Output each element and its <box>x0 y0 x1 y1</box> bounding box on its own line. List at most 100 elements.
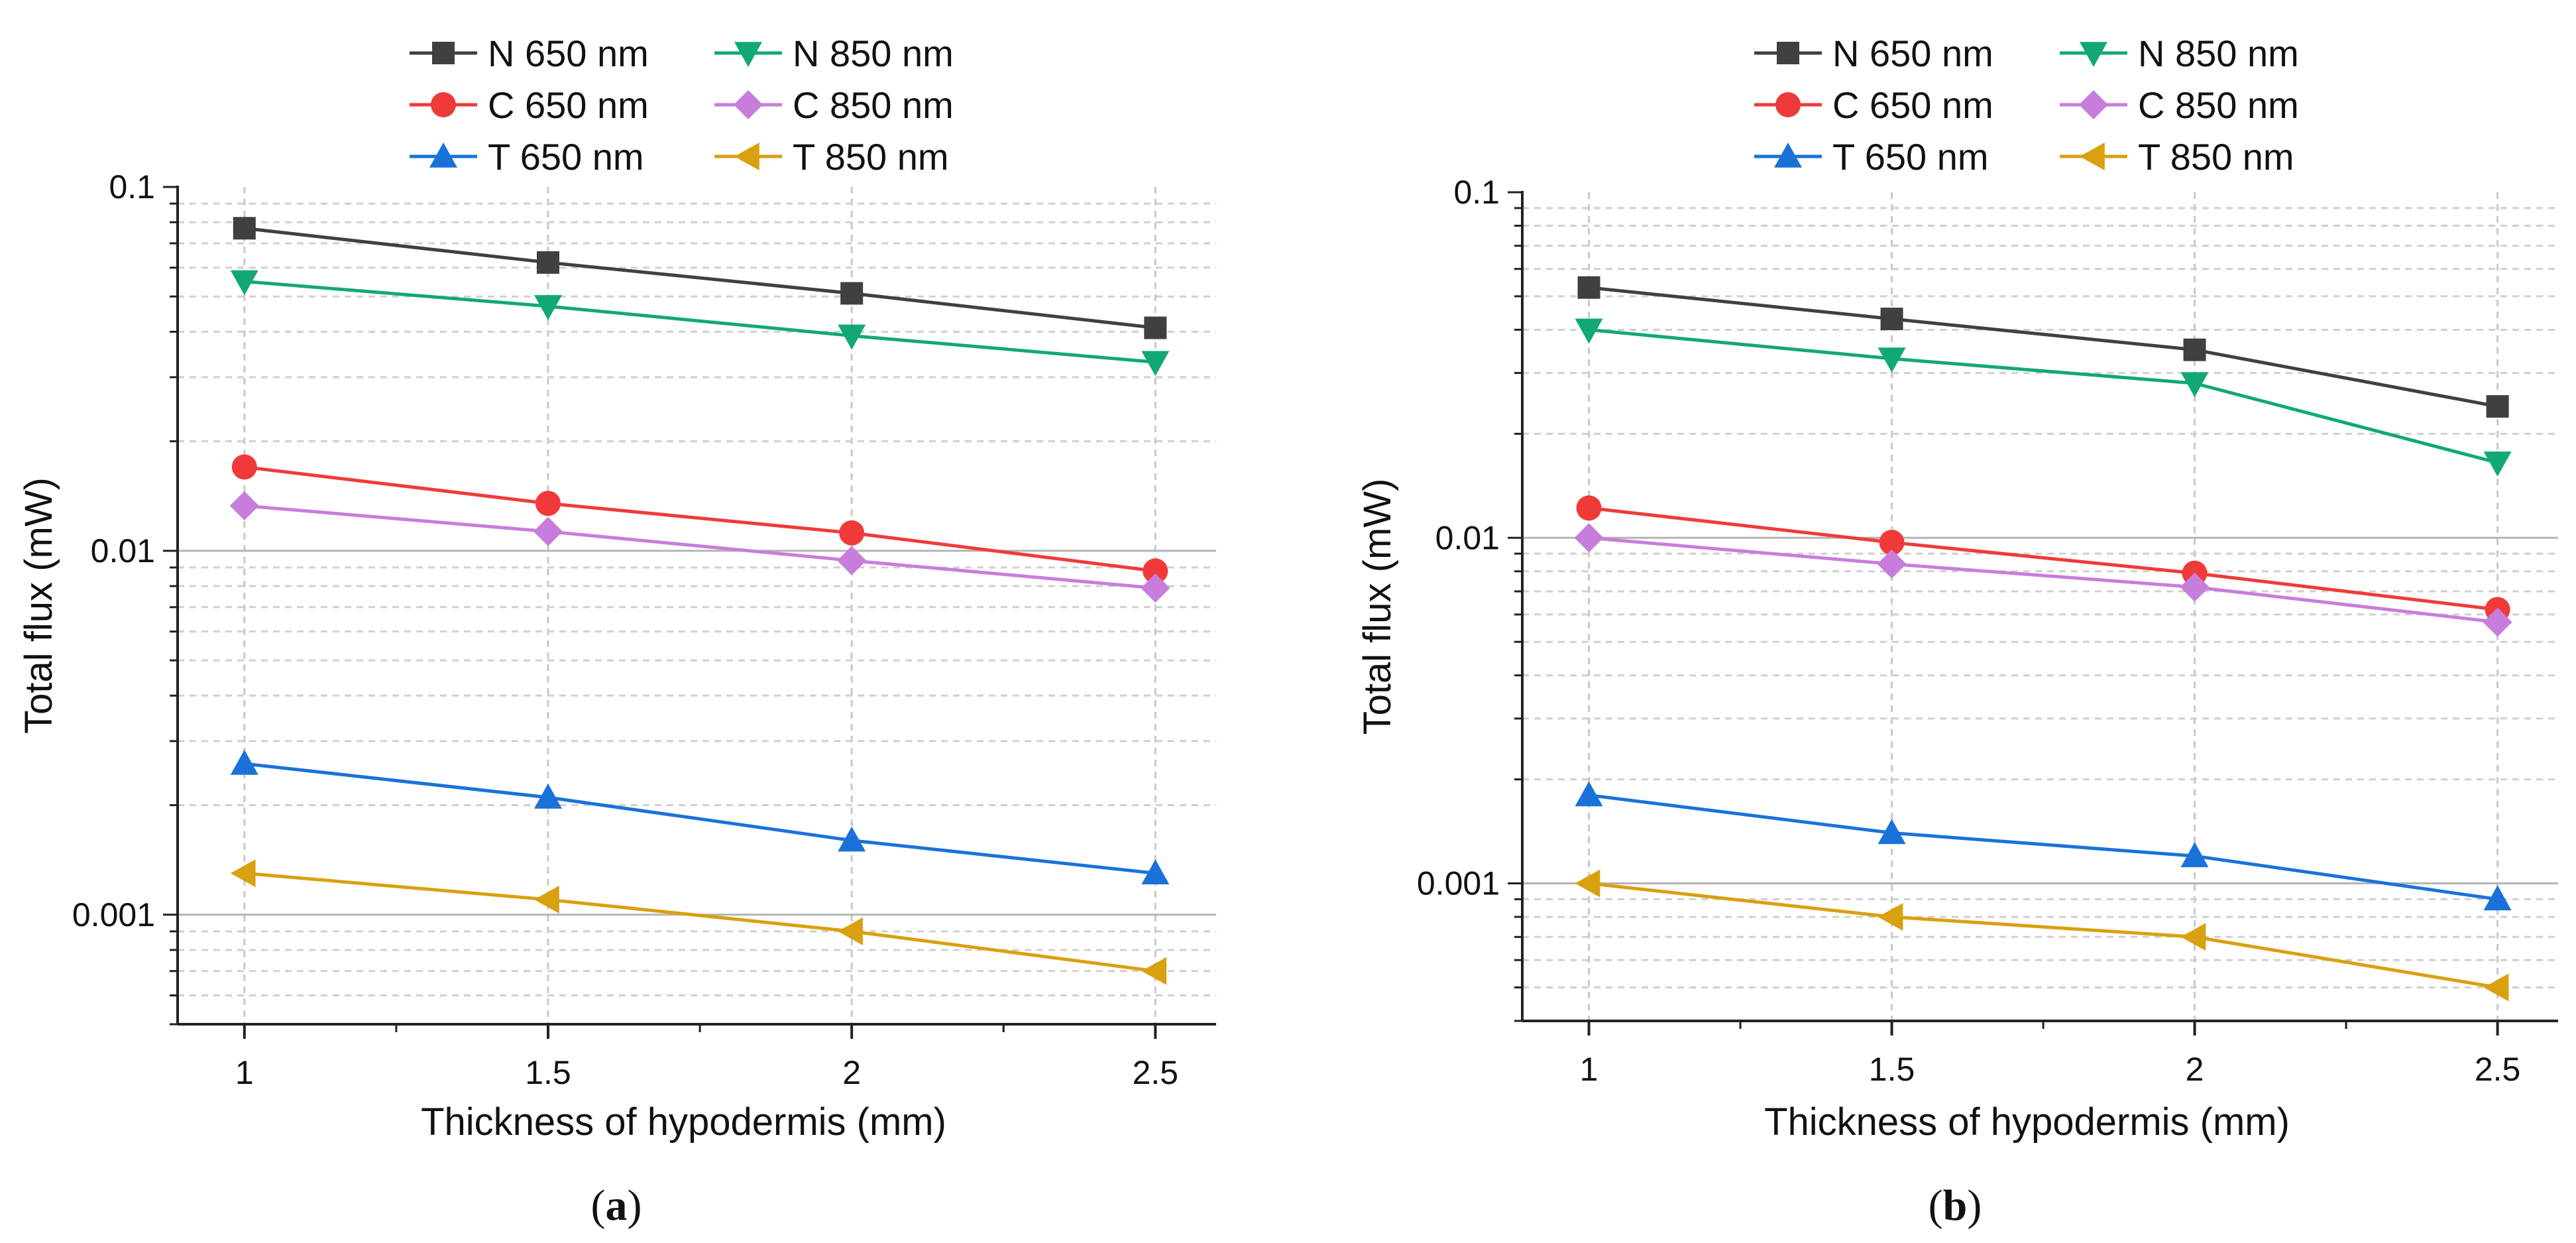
legend-label: T 650 nm <box>488 136 644 178</box>
data-point <box>840 282 864 305</box>
legend-marker <box>2079 90 2108 119</box>
data-point <box>1577 276 1600 299</box>
data-point <box>1877 347 1906 373</box>
data-point <box>1575 318 1603 344</box>
data-point <box>1576 495 1602 521</box>
panel-caption: (a) <box>591 1181 642 1230</box>
data-point <box>1877 549 1907 579</box>
caption-open: ( <box>1929 1181 1943 1230</box>
caption-close: ) <box>1967 1181 1982 1230</box>
data-point <box>1141 957 1167 985</box>
series-line <box>244 226 1156 330</box>
legend-item: T 850 nm <box>2060 136 2294 178</box>
data-point <box>2180 372 2209 398</box>
data-point <box>230 749 258 775</box>
gridlines <box>178 187 1216 1026</box>
data-point <box>838 826 866 852</box>
legend-label: N 650 nm <box>488 32 649 74</box>
legend-item: T 650 nm <box>410 136 644 178</box>
data-point <box>1575 781 1603 807</box>
y-axis-title: Total flux (mW) <box>17 477 60 734</box>
caption-close: ) <box>628 1181 642 1230</box>
x-axis-title: Thickness of hypodermis (mm) <box>421 1100 946 1144</box>
data-point <box>1880 308 1903 331</box>
legend-marker <box>429 143 457 168</box>
data-point <box>230 859 256 888</box>
legend-item: N 850 nm <box>2060 32 2299 74</box>
panel-caption: (b) <box>1929 1181 1982 1230</box>
data-point <box>533 783 562 809</box>
data-point <box>2483 885 2512 911</box>
data-point <box>533 295 562 320</box>
legend: N 650 nm N 850 nm C 650 nm C 850 nm T 650 nm… <box>1754 32 2299 178</box>
data-point <box>1144 316 1167 339</box>
legend: N 650 nm N 850 nm C 650 nm C 850 nm T 650 nm… <box>410 32 954 178</box>
x-tick-label: 1.5 <box>525 1054 571 1091</box>
y-axis-title: Total flux (mW) <box>1356 479 1399 735</box>
legend-item: C 850 nm <box>714 84 954 126</box>
data-point <box>2180 842 2209 868</box>
series-line <box>244 280 1156 364</box>
legend-label: C 850 nm <box>793 84 954 126</box>
data-point <box>838 917 863 945</box>
series-line <box>244 504 1156 590</box>
legend-marker <box>1774 143 1802 168</box>
data-point <box>1877 903 1903 931</box>
series-n-850-nm <box>1575 318 2512 477</box>
legend-item: T 850 nm <box>714 136 949 178</box>
legend-label: C 850 nm <box>2138 84 2299 126</box>
x-tick-label: 1 <box>1580 1051 1598 1088</box>
series-n-650-nm <box>1577 276 2509 418</box>
data-point <box>1141 351 1170 377</box>
series-line <box>244 465 1156 573</box>
legend-label: C 650 nm <box>1832 84 1993 126</box>
legend-item: N 650 nm <box>1754 32 1993 74</box>
x-tick-label: 2 <box>842 1054 861 1091</box>
legend-item: C 650 nm <box>410 84 649 126</box>
legend-item: C 650 nm <box>1754 84 1993 126</box>
series-n-850-nm <box>230 270 1170 377</box>
data-point <box>838 324 866 350</box>
data-point <box>2483 607 2512 637</box>
legend-marker <box>734 42 762 67</box>
series-t-650-nm <box>230 749 1170 885</box>
data-point <box>2180 923 2206 951</box>
data-point <box>536 251 559 274</box>
data-point <box>839 520 865 546</box>
legend-label: T 650 nm <box>1832 136 1989 178</box>
series-c-850-nm <box>1574 523 2512 637</box>
legend-item: N 650 nm <box>410 32 649 74</box>
series-line <box>1589 506 2498 611</box>
x-tick-label: 1 <box>235 1054 254 1091</box>
series-t-850-nm <box>1575 869 2509 1002</box>
series-line <box>1589 794 2498 901</box>
legend-marker <box>2080 42 2107 67</box>
legend-marker <box>734 143 759 170</box>
legend-item: N 850 nm <box>714 32 954 74</box>
y-tick-label: 0.1 <box>109 168 155 206</box>
legend-label: C 650 nm <box>488 84 649 126</box>
series-c-650-nm <box>231 454 1168 584</box>
legend-marker <box>1775 92 1801 117</box>
caption-letter: b <box>1943 1181 1968 1230</box>
legend-marker <box>2080 143 2105 170</box>
data-point <box>2483 451 2512 477</box>
series-line <box>1589 286 2498 408</box>
series-line <box>1589 536 2498 624</box>
y-tick-label: 0.001 <box>1417 865 1500 902</box>
series-line <box>1589 327 2498 465</box>
legend-label: T 850 nm <box>2138 136 2294 178</box>
data-point <box>1575 869 1600 898</box>
data-point <box>229 491 259 520</box>
series-n-650-nm <box>233 217 1167 339</box>
chart-panel-a: 1 1.5 2 2.5 0.1 0.01 0.001 Thickness of hypoder… <box>17 32 1216 1230</box>
data-point <box>2483 973 2509 1002</box>
x-tick-label: 2.5 <box>1133 1054 1179 1091</box>
data-point <box>1574 523 1604 553</box>
data-point <box>535 491 561 516</box>
legend-label: T 850 nm <box>793 136 949 178</box>
caption-open: ( <box>591 1181 606 1230</box>
x-tick-label: 1.5 <box>1869 1051 1915 1088</box>
